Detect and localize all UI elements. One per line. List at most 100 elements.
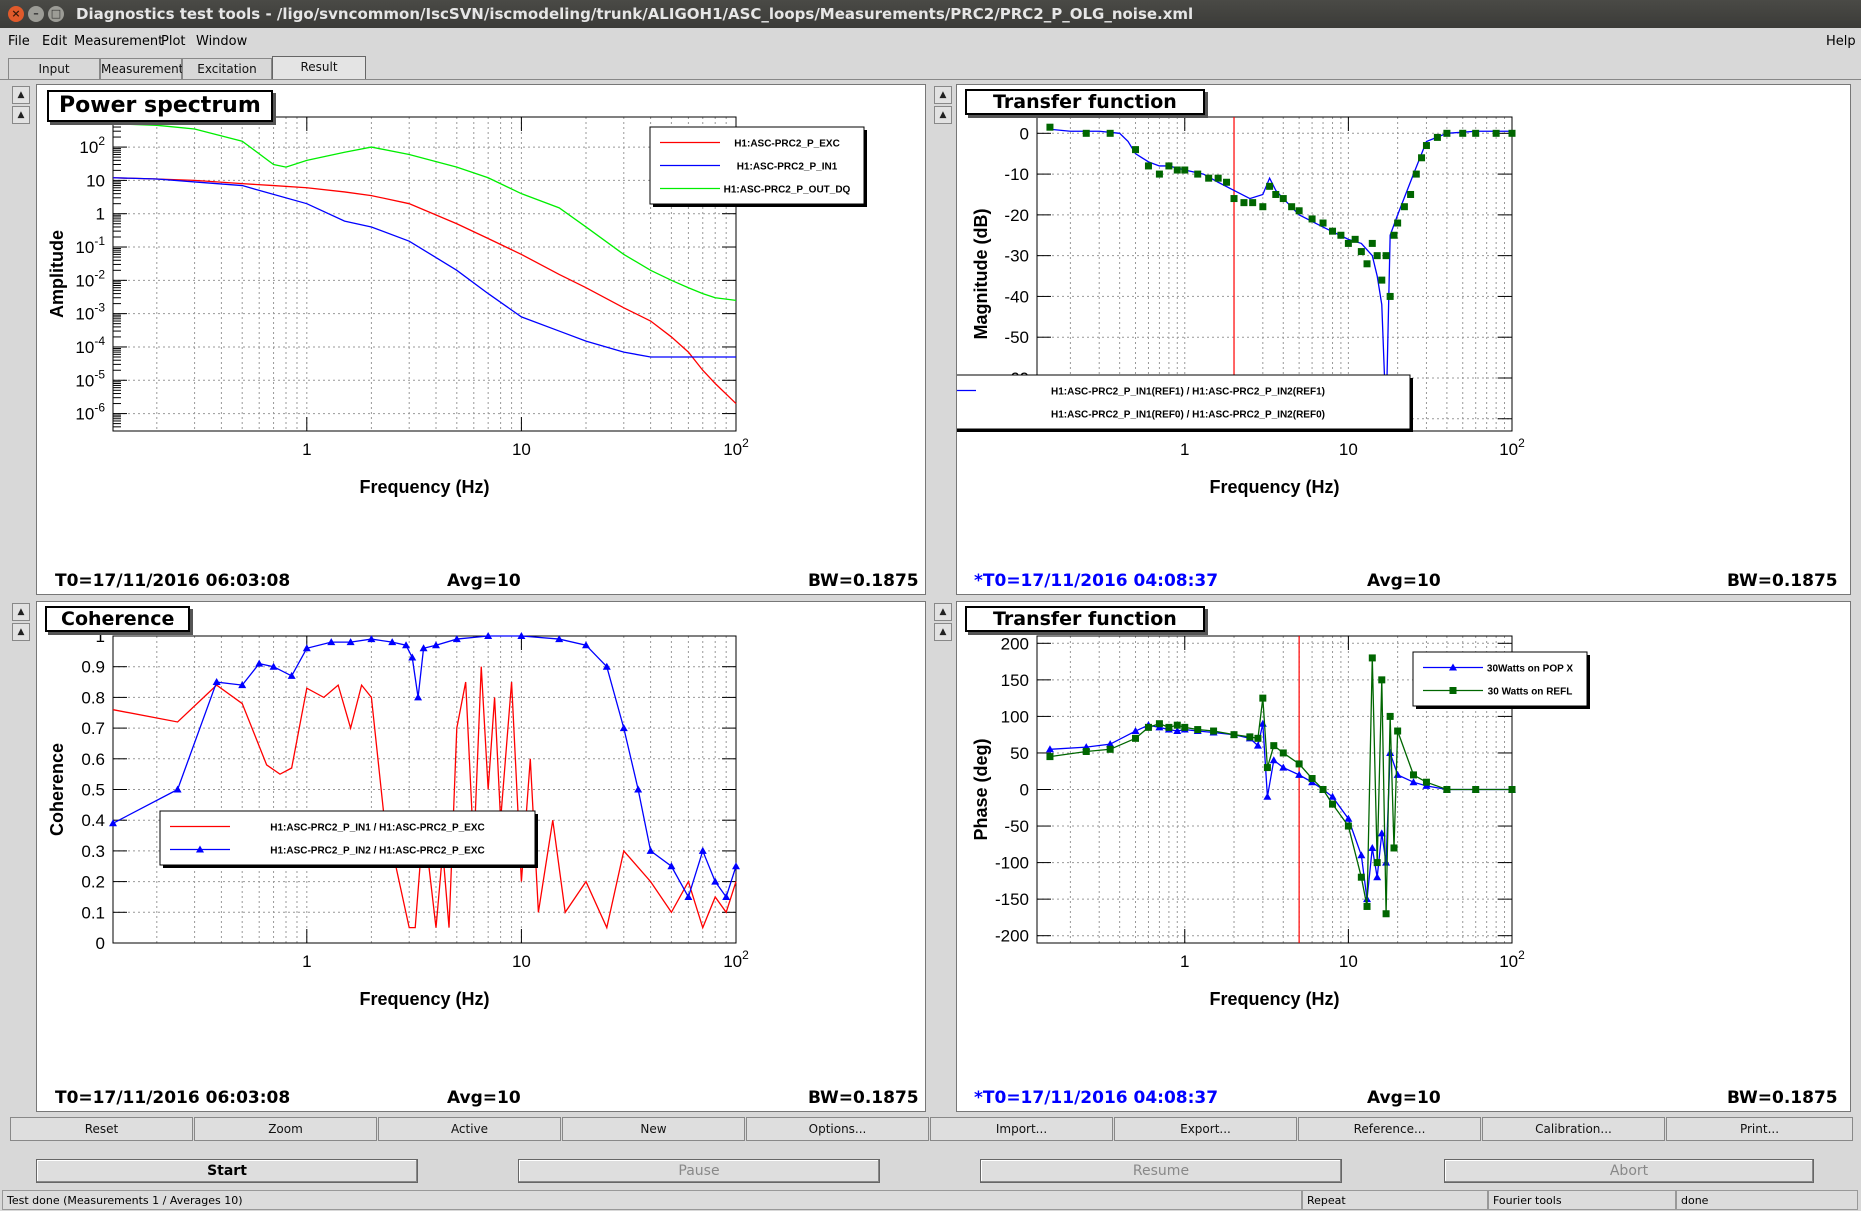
pad-power-spectrum[interactable]: 1 10 102 102 10 1 10-1 10-2 10-3 10-4 10-5 10-6 Freq… bbox=[36, 84, 926, 595]
tab-input[interactable]: Input bbox=[8, 58, 100, 80]
legend-marker bbox=[1449, 663, 1457, 671]
tab-result[interactable]: Result bbox=[272, 56, 366, 80]
data-point bbox=[402, 641, 411, 649]
status-message: Test done (Measurements 1 / Averages 10) bbox=[2, 1190, 1302, 1210]
y-tick-label: 200 bbox=[1001, 634, 1029, 653]
series-3 bbox=[112, 123, 737, 302]
x-tick-sup: 2 bbox=[742, 948, 749, 962]
data-point bbox=[1329, 227, 1337, 235]
y-tick-label: -100 bbox=[995, 854, 1029, 873]
legend-box bbox=[159, 810, 536, 866]
abort-button[interactable]: Abort bbox=[1444, 1159, 1814, 1183]
y-tick-label: 0.4 bbox=[81, 811, 105, 830]
data-point bbox=[1269, 756, 1278, 764]
export-button[interactable]: Export... bbox=[1114, 1117, 1297, 1141]
y-tick-label: -50 bbox=[1004, 328, 1029, 347]
menu-plot[interactable]: Plot bbox=[161, 34, 186, 49]
options-button[interactable]: Options... bbox=[746, 1117, 929, 1141]
pad-3-down-button[interactable]: ▲ bbox=[12, 623, 30, 641]
pad-transfer-function-phase[interactable]: 1 10 102 200 150 100 50 0 -50 -100 -150 -200 Frequen… bbox=[956, 601, 1851, 1112]
zoom-button[interactable]: Zoom bbox=[194, 1117, 377, 1141]
pause-button[interactable]: Pause bbox=[518, 1159, 880, 1183]
x-tick-label: 102 bbox=[723, 948, 749, 971]
series-line bbox=[112, 123, 737, 302]
series-line bbox=[112, 177, 736, 358]
data-point bbox=[1132, 734, 1140, 742]
pad-3-up-button[interactable]: ▲ bbox=[12, 603, 30, 621]
y-tick-label: 10-2 bbox=[75, 267, 105, 290]
legend-label: H1:ASC-PRC2_P_IN2 / H1:ASC-PRC2_P_EXC bbox=[270, 846, 485, 857]
import-button[interactable]: Import... bbox=[930, 1117, 1113, 1141]
x-tick-label: 1 bbox=[302, 440, 311, 459]
data-point bbox=[1165, 162, 1173, 170]
data-point bbox=[1459, 129, 1467, 137]
data-point bbox=[255, 659, 264, 667]
reference-button[interactable]: Reference... bbox=[1298, 1117, 1481, 1141]
pad-coherence[interactable]: 1 10 102 0 0.1 0.2 0.3 0.4 0.5 0.6 0.7 0.8 0.9 1 Frequ… bbox=[36, 601, 926, 1112]
minimize-icon[interactable]: – bbox=[28, 6, 44, 22]
pad-2-up-button[interactable]: ▲ bbox=[934, 86, 952, 104]
data-point bbox=[1351, 235, 1359, 243]
menu-edit[interactable]: Edit bbox=[42, 34, 68, 49]
calibration-button[interactable]: Calibration... bbox=[1482, 1117, 1665, 1141]
y-tick-label: 10-4 bbox=[75, 334, 105, 357]
reset-button[interactable]: Reset bbox=[10, 1117, 193, 1141]
data-point bbox=[1422, 778, 1430, 786]
resume-button[interactable]: Resume bbox=[980, 1159, 1342, 1183]
bw-label: BW=0.1875 bbox=[1727, 571, 1838, 591]
data-point bbox=[1295, 770, 1304, 778]
y-tick-sup: -4 bbox=[94, 334, 105, 348]
close-icon[interactable]: × bbox=[8, 6, 24, 22]
data-point bbox=[1378, 676, 1386, 684]
tab-measurement[interactable]: Measurement bbox=[100, 58, 183, 80]
pad-1-down-button[interactable]: ▲ bbox=[12, 106, 30, 124]
x-tick-label: 1 bbox=[1180, 440, 1189, 459]
data-point bbox=[1344, 822, 1352, 830]
data-point bbox=[1394, 727, 1402, 735]
maximize-icon[interactable]: □ bbox=[48, 6, 64, 22]
pad-4-up-button[interactable]: ▲ bbox=[934, 603, 952, 621]
y-axis-title: Magnitude (dB) bbox=[971, 209, 991, 340]
menu-window[interactable]: Window bbox=[196, 34, 248, 49]
y-tick-label: 0.8 bbox=[81, 688, 105, 707]
start-button[interactable]: Start bbox=[36, 1159, 418, 1183]
series-2 bbox=[1046, 123, 1516, 300]
status-state: done bbox=[1676, 1190, 1858, 1210]
active-button[interactable]: Active bbox=[378, 1117, 561, 1141]
y-tick-label: 0.3 bbox=[81, 842, 105, 861]
data-point bbox=[1106, 740, 1115, 748]
data-point bbox=[1214, 174, 1222, 182]
data-point bbox=[1373, 252, 1381, 260]
x-tick-sup: 2 bbox=[1518, 948, 1525, 962]
data-point bbox=[1144, 723, 1152, 731]
data-point bbox=[269, 662, 278, 670]
menu-measurement[interactable]: Measurement bbox=[74, 34, 164, 49]
print-button[interactable]: Print... bbox=[1666, 1117, 1853, 1141]
avg-label: Avg=10 bbox=[1367, 571, 1441, 591]
tab-excitation[interactable]: Excitation bbox=[182, 58, 272, 80]
status-repeat: Repeat bbox=[1302, 1190, 1488, 1210]
data-point bbox=[419, 644, 428, 652]
avg-label: Avg=10 bbox=[447, 1088, 521, 1108]
series-2 bbox=[109, 632, 740, 900]
new-button[interactable]: New bbox=[562, 1117, 745, 1141]
y-tick-label: 0.2 bbox=[81, 873, 105, 892]
pad-4-down-button[interactable]: ▲ bbox=[934, 623, 952, 641]
data-point bbox=[1363, 902, 1371, 910]
data-point bbox=[1263, 764, 1271, 772]
bw-label: BW=0.1875 bbox=[1727, 1088, 1838, 1108]
data-point bbox=[1412, 170, 1420, 178]
data-point bbox=[1407, 190, 1415, 198]
menu-help[interactable]: Help bbox=[1826, 34, 1856, 49]
data-point bbox=[1272, 190, 1280, 198]
x-tick-label: 10 bbox=[1339, 952, 1358, 971]
phase-chart: 1 10 102 200 150 100 50 0 -50 -100 -150 -200 Frequen… bbox=[971, 634, 1590, 1009]
x-tick-label: 102 bbox=[1499, 948, 1525, 971]
data-point bbox=[302, 644, 311, 652]
pad-1-up-button[interactable]: ▲ bbox=[12, 86, 30, 104]
menu-file[interactable]: File bbox=[8, 34, 30, 49]
pad-2-down-button[interactable]: ▲ bbox=[934, 106, 952, 124]
data-point bbox=[1382, 252, 1390, 260]
